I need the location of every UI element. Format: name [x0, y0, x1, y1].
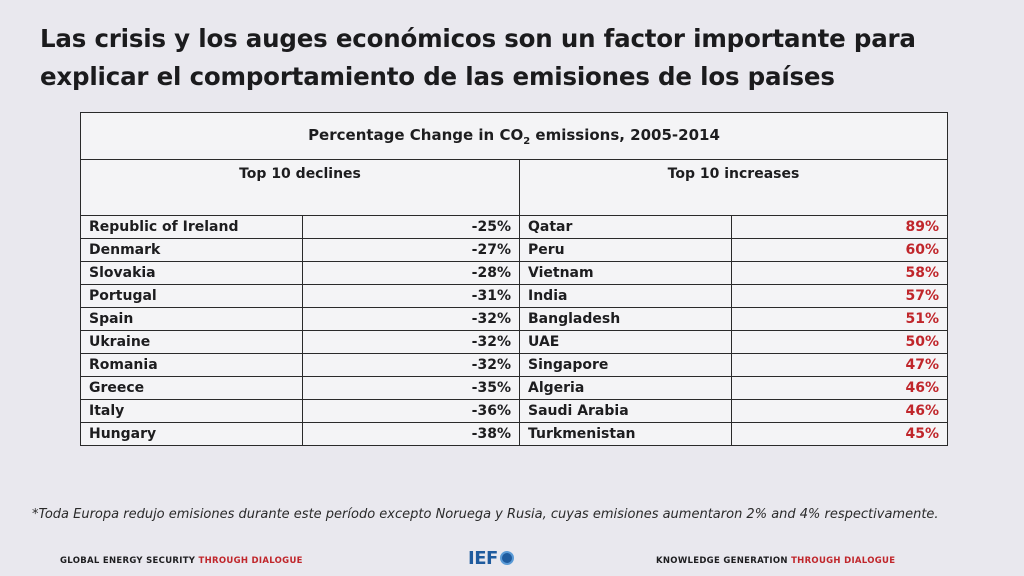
- table-caption-prefix: Percentage Change in CO: [308, 125, 524, 144]
- decline-country: Denmark: [80, 238, 303, 262]
- increase-value: 46%: [731, 376, 948, 400]
- emissions-table: Percentage Change in CO2 emissions, 2005…: [80, 112, 948, 446]
- decline-country: Slovakia: [80, 261, 303, 285]
- decline-value: -25%: [302, 215, 520, 239]
- increase-country: Peru: [519, 238, 732, 262]
- decline-country: Italy: [80, 399, 303, 423]
- ief-logo-text: IEF: [468, 548, 498, 569]
- increase-country: Bangladesh: [519, 307, 732, 331]
- increases-header: Top 10 increases: [519, 159, 948, 216]
- increase-value: 51%: [731, 307, 948, 331]
- table-caption: Percentage Change in CO2 emissions, 2005…: [80, 112, 948, 160]
- slide-title-line-1: Las crisis y los auges económicos son un…: [40, 24, 916, 53]
- footer-left-accent: THROUGH DIALOGUE: [198, 556, 303, 566]
- increase-country: India: [519, 284, 732, 308]
- decline-value: -31%: [302, 284, 520, 308]
- slide-title-line-2: explicar el comportamiento de las emisio…: [40, 62, 835, 91]
- increase-country: UAE: [519, 330, 732, 354]
- increase-country: Singapore: [519, 353, 732, 377]
- table-row: Denmark -27% Peru 60%: [80, 238, 948, 262]
- decline-country: Spain: [80, 307, 303, 331]
- decline-value: -32%: [302, 307, 520, 331]
- table-row: Ukraine -32% UAE 50%: [80, 330, 948, 354]
- increase-value: 57%: [731, 284, 948, 308]
- slide-title: Las crisis y los auges económicos son un…: [40, 20, 1000, 96]
- footer-right-main: KNOWLEDGE GENERATION: [656, 556, 792, 566]
- table-row: Slovakia -28% Vietnam 58%: [80, 261, 948, 285]
- increase-value: 58%: [731, 261, 948, 285]
- footer-left-main: GLOBAL ENERGY SECURITY: [60, 556, 199, 566]
- decline-country: Portugal: [80, 284, 303, 308]
- table-row: Spain -32% Bangladesh 51%: [80, 307, 948, 331]
- table-caption-suffix: emissions, 2005-2014: [530, 125, 720, 144]
- decline-value: -28%: [302, 261, 520, 285]
- table-row: Greece -35% Algeria 46%: [80, 376, 948, 400]
- decline-value: -27%: [302, 238, 520, 262]
- decline-country: Hungary: [80, 422, 303, 446]
- decline-country: Romania: [80, 353, 303, 377]
- increase-value: 89%: [731, 215, 948, 239]
- declines-header: Top 10 declines: [80, 159, 520, 216]
- ief-logo: IEF: [468, 548, 514, 569]
- footer-tagline-left: GLOBAL ENERGY SECURITY THROUGH DIALOGUE: [60, 556, 303, 566]
- increase-value: 60%: [731, 238, 948, 262]
- increase-country: Vietnam: [519, 261, 732, 285]
- increase-value: 46%: [731, 399, 948, 423]
- decline-country: Ukraine: [80, 330, 303, 354]
- increase-value: 45%: [731, 422, 948, 446]
- increase-country: Turkmenistan: [519, 422, 732, 446]
- decline-country: Greece: [80, 376, 303, 400]
- table-caption-sub: 2: [523, 135, 531, 147]
- decline-value: -32%: [302, 353, 520, 377]
- increase-country: Algeria: [519, 376, 732, 400]
- table-row: Republic of Ireland -25% Qatar 89%: [80, 215, 948, 239]
- decline-value: -36%: [302, 399, 520, 423]
- table-row: Hungary -38% Turkmenistan 45%: [80, 422, 948, 446]
- decline-value: -35%: [302, 376, 520, 400]
- decline-value: -38%: [302, 422, 520, 446]
- footer-tagline-right: KNOWLEDGE GENERATION THROUGH DIALOGUE: [656, 556, 895, 566]
- table-row: Portugal -31% India 57%: [80, 284, 948, 308]
- increase-country: Qatar: [519, 215, 732, 239]
- decline-value: -32%: [302, 330, 520, 354]
- footnote: *Toda Europa redujo emisiones durante es…: [32, 507, 939, 522]
- decline-country: Republic of Ireland: [80, 215, 303, 239]
- increase-value: 50%: [731, 330, 948, 354]
- increase-value: 47%: [731, 353, 948, 377]
- footer-right-accent: THROUGH DIALOGUE: [791, 556, 896, 566]
- table-row: Italy -36% Saudi Arabia 46%: [80, 399, 948, 423]
- table-row: Romania -32% Singapore 47%: [80, 353, 948, 377]
- increase-country: Saudi Arabia: [519, 399, 732, 423]
- globe-icon: [499, 551, 514, 565]
